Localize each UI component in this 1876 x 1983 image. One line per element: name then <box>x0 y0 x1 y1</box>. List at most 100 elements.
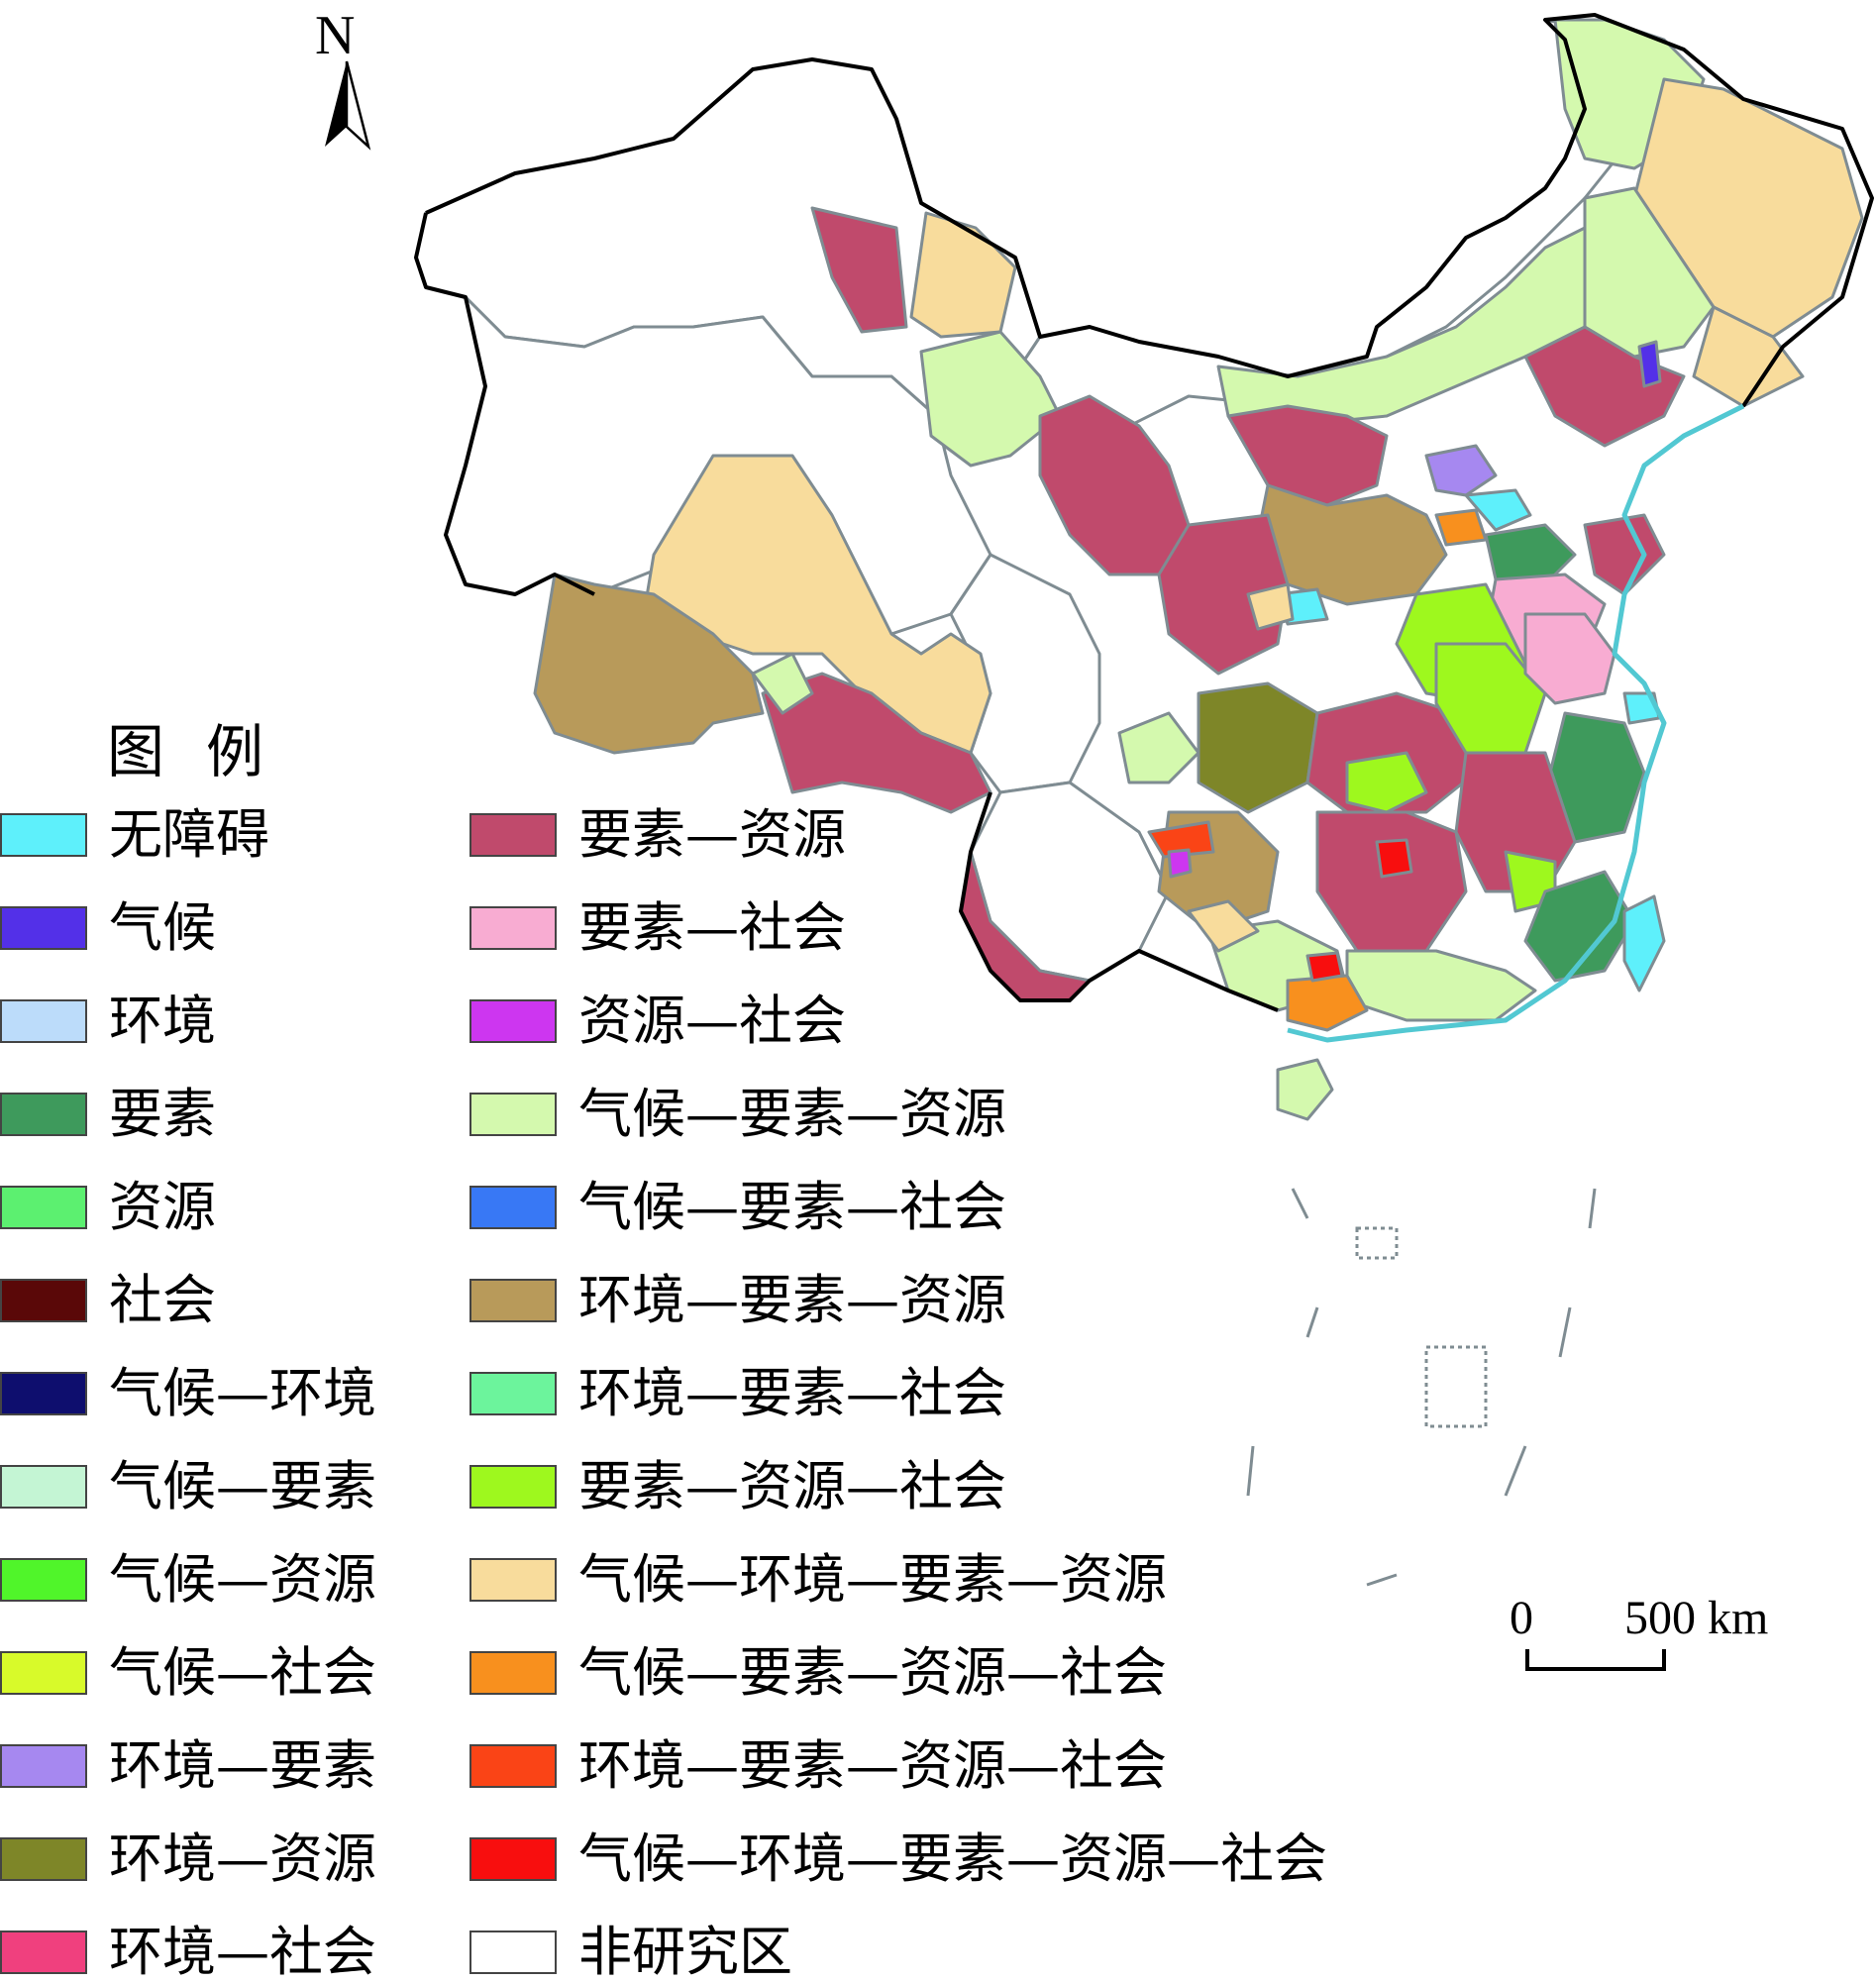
north-arrow-icon <box>325 60 371 151</box>
legend-label: 要素 <box>109 1083 216 1145</box>
region-taiwan <box>1622 894 1666 992</box>
region-shaanxi <box>1157 513 1290 676</box>
legend-label: 气候—社会 <box>109 1641 376 1704</box>
legend-title: 图例 <box>107 718 306 785</box>
legend-label: 社会 <box>109 1269 216 1331</box>
legend-label: 环境—社会 <box>109 1921 376 1983</box>
country-border <box>425 13 1874 408</box>
region-guangdong-red <box>1305 951 1344 983</box>
legend-label: 环境—资源 <box>109 1827 376 1890</box>
legend-swatch <box>469 1744 557 1788</box>
south-china-sea-islands <box>1246 1188 1597 1587</box>
legend-item: 气候 <box>0 901 216 955</box>
legend-label: 环境 <box>109 990 216 1052</box>
legend-label: 非研究区 <box>578 1921 792 1983</box>
coastline <box>1287 403 1745 1043</box>
south-border <box>959 791 1279 1012</box>
region-tibet-green <box>751 652 814 715</box>
legend-label: 气候—环境—要素—资源—社会 <box>578 1827 1327 1890</box>
legend-item: 社会 <box>0 1269 216 1331</box>
legend-label: 无障碍 <box>109 803 269 866</box>
legend-label: 资源 <box>109 1176 216 1238</box>
region-hunan-red <box>1375 838 1413 879</box>
legend-item: 气候—社会 <box>0 1641 376 1704</box>
legend-swatch <box>0 1279 87 1322</box>
legend-item: 环境—社会 <box>0 1921 376 1983</box>
legend-item: 环境 <box>0 990 216 1052</box>
legend-swatch <box>469 1093 557 1136</box>
legend-swatch <box>0 1931 87 1974</box>
legend-swatch <box>0 906 87 950</box>
legend-swatch <box>0 1186 87 1229</box>
legend-item: 要素—资源—社会 <box>469 1460 1006 1513</box>
region-guizhou-purple <box>1167 848 1193 879</box>
legend-item: 环境—要素 <box>0 1734 376 1797</box>
legend-swatch <box>0 1837 87 1881</box>
legend-swatch <box>0 813 87 857</box>
legend-item: 气候—环境—要素—资源 <box>469 1548 1167 1611</box>
legend-label: 要素—社会 <box>578 896 846 959</box>
region-fujian <box>1523 870 1636 983</box>
region-hainan <box>1276 1058 1334 1121</box>
legend-label: 环境—要素—社会 <box>578 1362 1006 1424</box>
legend-label: 环境—要素—资源 <box>578 1269 1006 1331</box>
legend-label: 要素—资源 <box>578 803 846 866</box>
region-hebei-green <box>1484 523 1577 586</box>
legend-item: 气候—要素—资源—社会 <box>469 1641 1167 1704</box>
legend-swatch <box>469 1279 557 1322</box>
legend-label: 气候—资源 <box>109 1548 376 1611</box>
legend-item: 气候—资源 <box>0 1548 376 1611</box>
legend-swatch <box>0 1651 87 1695</box>
scale-distance-label: 500 km <box>1624 1592 1769 1644</box>
legend-item: 气候—环境—要素—资源—社会 <box>469 1827 1327 1890</box>
legend-swatch <box>469 1465 557 1509</box>
legend-swatch <box>469 906 557 950</box>
legend-item: 要素—社会 <box>469 896 846 959</box>
legend-item: 气候—要素—资源 <box>469 1088 1006 1141</box>
region-junggar <box>810 206 908 334</box>
region-jiangsu <box>1523 612 1616 705</box>
legend-item: 资源—社会 <box>469 994 846 1048</box>
west-border <box>414 212 595 596</box>
legend-item: 气候—要素 <box>0 1455 376 1517</box>
region-ordos-red <box>1226 404 1389 507</box>
legend-item: 环境—要素—资源—社会 <box>469 1734 1167 1797</box>
region-xj-east <box>919 330 1062 468</box>
region-dalian-blue <box>1637 340 1662 388</box>
region-hubei-green <box>1345 751 1428 814</box>
legend-item: 要素 <box>0 1083 216 1145</box>
region-chongqing-olive <box>1197 681 1319 814</box>
legend-item: 要素—资源 <box>469 803 846 866</box>
legend-item: 环境—要素—资源 <box>469 1269 1006 1331</box>
legend-swatch <box>469 1558 557 1602</box>
legend-label: 环境—要素—资源—社会 <box>578 1734 1167 1797</box>
legend-swatch <box>0 999 87 1043</box>
region-liaoning <box>1523 325 1686 448</box>
region-beijing-cyan <box>1464 488 1532 532</box>
legend-swatch <box>469 1837 557 1881</box>
region-hebei-purple <box>1424 444 1498 497</box>
legend-swatch <box>469 813 557 857</box>
legend-swatch <box>469 1931 557 1974</box>
legend-label: 气候—要素 <box>109 1455 376 1517</box>
legend-label: 气候—要素—资源—社会 <box>578 1641 1167 1704</box>
region-gansu-corridor <box>1038 394 1191 576</box>
legend-label: 环境—要素 <box>109 1734 376 1797</box>
region-guangxi-tan <box>1187 899 1260 953</box>
legend-swatch <box>469 1186 557 1229</box>
region-shandong-east <box>1583 513 1666 596</box>
north-arrow-label: N <box>315 5 356 66</box>
legend-item: 环境—资源 <box>0 1827 376 1890</box>
scale-bar <box>1525 1649 1666 1671</box>
region-guizhou-red <box>1147 820 1215 859</box>
legend-swatch <box>469 1651 557 1695</box>
legend-item: 非研究区 <box>469 1921 792 1983</box>
legend-swatch <box>469 999 557 1043</box>
region-ningxia <box>1246 582 1295 631</box>
region-hami <box>909 211 1017 339</box>
region-tibet-sw-brown <box>533 573 765 755</box>
legend-label: 气候—环境 <box>109 1362 376 1424</box>
legend-label: 气候—环境—要素—资源 <box>578 1548 1167 1611</box>
legend-swatch <box>0 1372 87 1415</box>
